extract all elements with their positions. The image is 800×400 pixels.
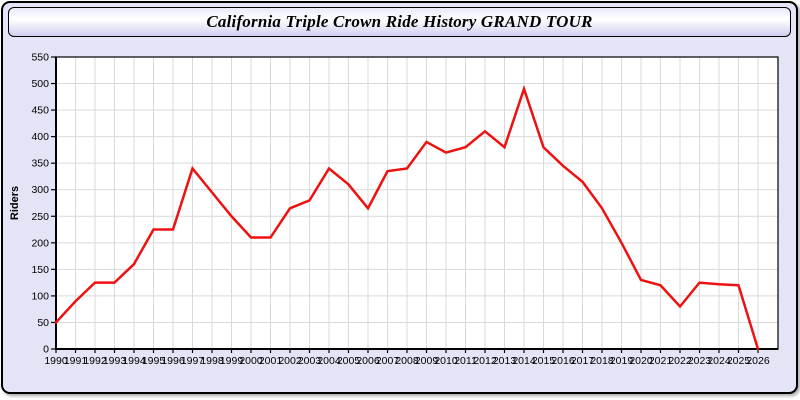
chart-area: 0 50 100 150 200 250 300 350 400 450 500 550 1990 199… [3, 39, 796, 389]
x-tick-label: 1997 [181, 355, 205, 367]
x-tick-label: 1990 [44, 355, 68, 367]
y-tick-label: 0 [43, 344, 49, 356]
x-tick-label: 2015 [532, 355, 556, 367]
x-tick-label: 2018 [590, 355, 614, 367]
x-tick-label: 2019 [610, 355, 634, 367]
x-tick-label: 2005 [337, 355, 361, 367]
x-tick-label: 2017 [571, 355, 595, 367]
x-tick-label: 2024 [707, 355, 731, 367]
y-tick-label: 350 [31, 158, 49, 170]
ride-history-chart: 0501001502002503003504004505005501990199… [9, 52, 779, 367]
x-tick-label: 2013 [493, 355, 517, 367]
y-tick-label: 50 [37, 317, 49, 329]
x-tick-label: 2004 [317, 355, 341, 367]
x-tick-label: 2021 [649, 355, 673, 367]
y-tick-label: 450 [31, 105, 49, 117]
y-tick-label: 100 [31, 290, 49, 302]
y-tick-label: 500 [31, 78, 49, 90]
page-container: California Triple Crown Ride History GRA… [1, 1, 798, 394]
y-tick-label: 250 [31, 211, 49, 223]
y-tick-label: 150 [31, 264, 49, 276]
x-tick-label: 1998 [200, 355, 224, 367]
x-tick-label: 2009 [415, 355, 439, 367]
x-tick-label: 2001 [259, 355, 283, 367]
x-tick-label: 1992 [83, 355, 107, 367]
title-bar: California Triple Crown Ride History GRA… [8, 7, 791, 37]
y-tick-label: 550 [31, 52, 49, 64]
x-tick-label: 2022 [668, 355, 692, 367]
x-tick-label: 2014 [512, 355, 536, 367]
x-tick-label: 1996 [161, 355, 185, 367]
x-tick-label: 2026 [746, 355, 770, 367]
x-tick-label: 1994 [122, 355, 146, 367]
x-tick-label: 1995 [142, 355, 166, 367]
x-tick-label: 2000 [239, 355, 263, 367]
x-tick-label: 2007 [376, 355, 400, 367]
x-tick-label: 2006 [356, 355, 380, 367]
x-tick-label: 2023 [688, 355, 712, 367]
x-tick-label: 2011 [454, 355, 477, 367]
x-tick-label: 2010 [434, 355, 458, 367]
x-tick-label: 2025 [727, 355, 751, 367]
y-tick-label: 200 [31, 237, 49, 249]
riders-line [54, 84, 760, 351]
x-tick-label: 1999 [220, 355, 244, 367]
page-title: California Triple Crown Ride History GRA… [206, 12, 593, 31]
y-tick-label: 400 [31, 131, 49, 143]
y-axis-title: Riders [9, 186, 21, 220]
x-tick-label: 2016 [551, 355, 575, 367]
x-tick-label: 1993 [103, 355, 127, 367]
x-tick-label: 2008 [395, 355, 419, 367]
plot-background [56, 57, 778, 349]
x-tick-label: 1991 [64, 355, 88, 367]
x-tick-label: 2012 [473, 355, 497, 367]
x-tick-label: 2020 [629, 355, 653, 367]
x-tick-label: 2003 [298, 355, 322, 367]
x-tick-label: 2002 [278, 355, 302, 367]
y-tick-label: 300 [31, 184, 49, 196]
